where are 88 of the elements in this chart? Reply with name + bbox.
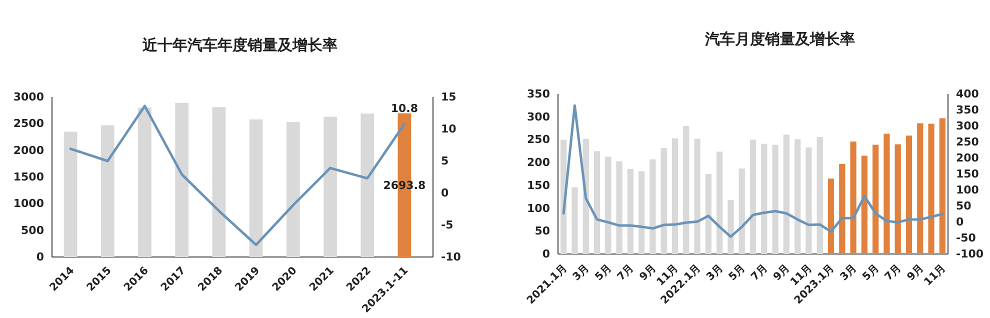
y-tick-label: 250 [527, 133, 550, 146]
y2-tick-label: 350 [956, 104, 980, 116]
bar [861, 156, 868, 254]
bar [738, 168, 745, 254]
y2-tick-label: -50 [956, 232, 976, 244]
y-tick-label: 0 [36, 250, 44, 264]
bar [806, 147, 812, 254]
y-tick-label: 500 [21, 224, 44, 237]
bar [884, 134, 890, 254]
y2-tick-label: 50 [956, 200, 972, 212]
bar [672, 138, 678, 254]
bar [660, 148, 667, 254]
bar [716, 152, 723, 254]
y2-tick-label: 5 [441, 154, 449, 168]
x-tick-label: 5月 [592, 262, 614, 284]
bar [761, 144, 768, 254]
y2-tick-label: 0 [956, 216, 964, 228]
bar [249, 119, 263, 257]
y-tick-label: 150 [527, 178, 550, 192]
bar [64, 132, 78, 257]
y2-tick-label: -10 [441, 250, 462, 264]
y2-tick-label: 0 [441, 186, 449, 200]
y-tick-label: 1000 [13, 197, 44, 210]
x-tick-label: 5月 [860, 262, 882, 284]
bar [650, 159, 656, 254]
x-tick-label: 3月 [570, 262, 592, 284]
bar [175, 102, 189, 257]
y2-tick-label: 10 [441, 122, 457, 136]
bar [360, 114, 374, 257]
bar [616, 161, 622, 254]
chart-title: 汽车月度销量及增长率 [704, 30, 855, 48]
bar [324, 116, 337, 257]
line-series [562, 104, 944, 238]
bar [638, 171, 645, 254]
bar [750, 140, 756, 254]
data-label: 10.8 [390, 102, 418, 115]
y2-tick-label: 400 [956, 88, 980, 100]
y-tick-label: 350 [527, 88, 550, 100]
bar [917, 123, 924, 254]
bar [928, 124, 934, 254]
bar [850, 142, 856, 254]
y2-tick-label: 150 [956, 168, 980, 180]
bar [138, 108, 152, 257]
y-tick-label: 3000 [13, 90, 44, 104]
bar [828, 178, 834, 254]
x-tick-label: 3月 [704, 262, 726, 284]
x-tick-label: 7月 [615, 262, 637, 284]
y2-tick-label: 200 [956, 152, 980, 164]
bar [627, 168, 634, 254]
bar [728, 200, 734, 254]
bar [694, 138, 700, 254]
bar [572, 187, 578, 254]
bar [683, 126, 690, 254]
x-tick-label: 7月 [882, 262, 904, 284]
bar [212, 107, 226, 257]
bar [783, 134, 790, 254]
bar [794, 139, 801, 254]
y2-tick-label: 15 [441, 90, 456, 104]
bar [605, 156, 612, 254]
y-tick-label: 200 [527, 156, 550, 170]
y-tick-label: 1500 [13, 170, 44, 184]
bar [894, 144, 901, 254]
bar [100, 125, 114, 257]
bar [939, 118, 946, 254]
x-tick-label: 7月 [748, 262, 770, 284]
y2-tick-label: 300 [956, 120, 980, 132]
y2-tick-label: 100 [956, 184, 980, 196]
bar [872, 144, 879, 254]
y2-tick-label: -5 [441, 218, 454, 232]
bar [594, 151, 600, 254]
x-tick-label: 3月 [838, 262, 860, 284]
bar [286, 122, 300, 257]
x-tick-label: 5月 [726, 262, 748, 284]
y-tick-label: 2500 [13, 117, 44, 130]
y-tick-label: 0 [542, 248, 550, 260]
y2-tick-label: -100 [956, 248, 984, 260]
y-tick-label: 2000 [13, 144, 44, 157]
y-tick-label: 300 [527, 110, 550, 124]
y2-tick-label: 250 [956, 136, 980, 148]
chart-title: 近十年汽车年度销量及增长率 [142, 36, 338, 54]
bar [705, 174, 712, 254]
bar [772, 144, 778, 254]
bar [906, 136, 912, 254]
bar [839, 164, 846, 254]
y-tick-label: 100 [527, 202, 550, 215]
x-tick-label: 11月 [922, 262, 949, 288]
y-tick-label: 50 [534, 224, 550, 238]
bar [816, 136, 823, 254]
